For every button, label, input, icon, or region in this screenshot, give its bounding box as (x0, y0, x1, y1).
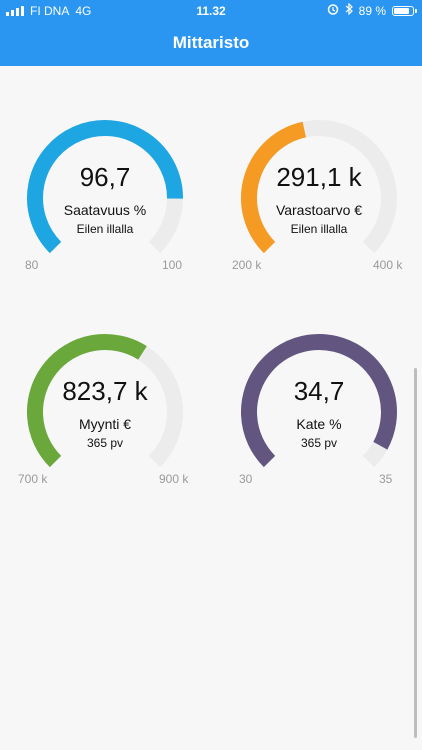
gauge-max: 100 (162, 258, 183, 272)
battery-percent: 89 % (358, 3, 386, 18)
gauge-fill (27, 120, 184, 254)
gauge-max: 35 (379, 472, 393, 486)
gauge-card: 291,1 k Varastoarvo € Eilen illalla 200 … (232, 118, 422, 298)
signal-icon (6, 6, 24, 16)
network-label: 4G (75, 4, 92, 18)
gauge-arc (241, 120, 397, 254)
gauge-label: Kate % (296, 416, 342, 432)
gauge-label: Myynti € (78, 416, 132, 432)
status-bar: FI DNA 4G 11.32 89 % (0, 0, 422, 22)
gauge-card: 34,7 Kate % 365 pv 30 35 (239, 332, 422, 512)
gauge-fill (26, 334, 147, 468)
gauge-min: 80 (25, 258, 39, 272)
gauge-fill (241, 121, 307, 254)
gauge-arc (27, 120, 184, 254)
gauge-label: Varastoarvo € (275, 202, 363, 218)
scrollbar[interactable] (414, 368, 417, 738)
gauge-max: 400 k (373, 258, 403, 272)
gauge-min: 700 k (18, 472, 48, 486)
bluetooth-icon (345, 2, 353, 18)
gauge-value: 96,7 (79, 162, 131, 192)
gauge-value: 34,7 (293, 376, 345, 406)
gauge-subtitle: 365 pv (86, 436, 124, 450)
gauge-subtitle: 365 pv (300, 436, 338, 450)
battery-icon (392, 5, 417, 16)
app-header: FI DNA 4G 11.32 89 % Mittaristo (0, 0, 422, 66)
gauge-card: 823,7 k Myynti € 365 pv 700 k 900 k (18, 332, 225, 512)
gauge-arc (241, 334, 397, 468)
gauge-subtitle: Eilen illalla (76, 222, 134, 236)
status-left: FI DNA 4G (6, 4, 91, 18)
gauge-value: 291,1 k (276, 162, 362, 192)
gauge-value: 823,7 k (62, 376, 148, 406)
gauge-max: 900 k (159, 472, 189, 486)
status-right: 89 % (327, 2, 417, 18)
gauge-min: 200 k (232, 258, 262, 272)
page-title: Mittaristo (172, 33, 250, 52)
carrier-label: FI DNA (30, 4, 70, 18)
clock: 11.32 (196, 4, 226, 18)
gauge-fill (241, 334, 397, 468)
alarm-icon (327, 3, 339, 18)
gauge-subtitle: Eilen illalla (290, 222, 348, 236)
gauge-label: Saatavuus % (63, 202, 147, 218)
gauge-arc (26, 334, 183, 468)
gauge-min: 30 (239, 472, 253, 486)
gauge-card: 96,7 Saatavuus % Eilen illalla 80 100 (25, 118, 225, 298)
